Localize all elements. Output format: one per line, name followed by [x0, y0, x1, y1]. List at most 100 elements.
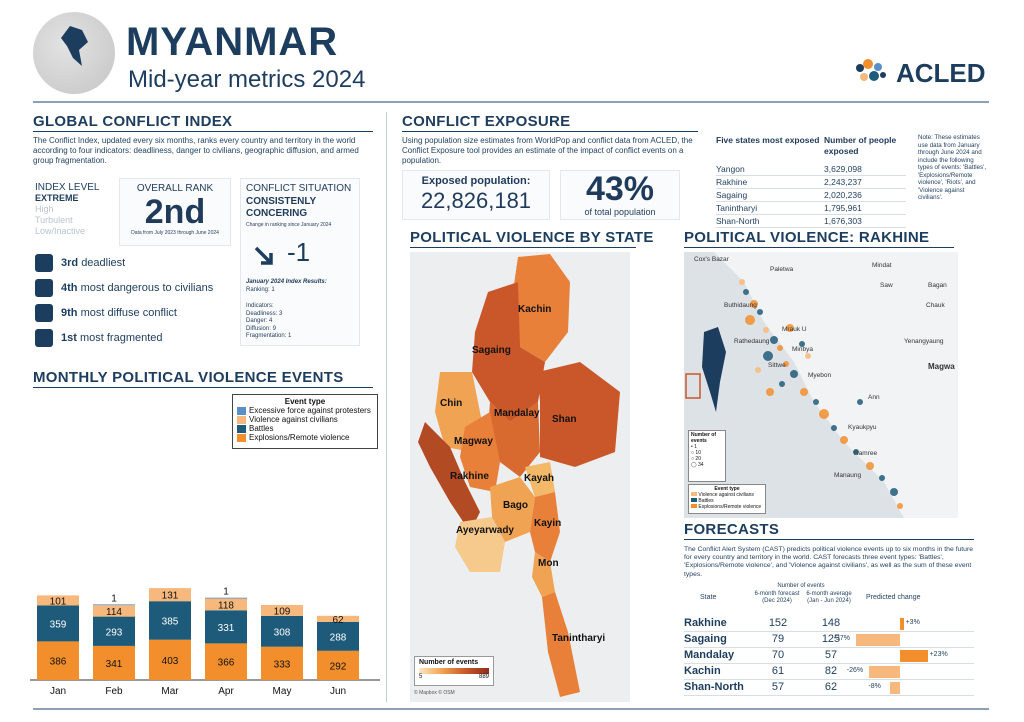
map-credit: © Mapbox © OSM: [414, 690, 455, 696]
place-label: Magwa: [928, 362, 955, 371]
monthly-bar-chart: 386 359 101 Jan 341 293 114 1 Feb 403 385 131 Mar 366…: [30, 587, 380, 697]
bar-value-label: 341: [106, 659, 123, 670]
forecast-state: Sagaing: [684, 633, 727, 645]
indicator-rank: 4th: [61, 281, 78, 294]
event-dot: [757, 309, 763, 315]
label-tanintharyi: Tanintharyi: [552, 633, 606, 644]
level-turbulent: Turbulent: [35, 215, 73, 225]
forecast-state: Mandalay: [684, 649, 735, 661]
overall-rank-box: OVERALL RANK 2nd Data from July 2023 thr…: [119, 178, 231, 246]
forecasts-title: FORECASTS: [684, 521, 780, 538]
bar-segment: [205, 598, 247, 611]
event-dot: [805, 353, 811, 359]
map-legend-max: 889: [478, 674, 489, 680]
bar-segment: [317, 615, 359, 622]
myanmar-inset: [702, 327, 726, 412]
page-subtitle: Mid-year metrics 2024: [128, 66, 366, 93]
legend-title: Event type: [284, 397, 326, 406]
state-name: Rakhine: [716, 175, 824, 189]
bago-region[interactable]: [490, 477, 535, 542]
indicator-text: deadliest: [81, 256, 126, 269]
state-map-legend: Number of events 5 889: [414, 656, 494, 686]
place-label: Ann: [868, 394, 880, 401]
change-bar: [900, 618, 904, 630]
gci-description: The Conflict Index, updated every six mo…: [33, 136, 359, 165]
rakhine-event-map[interactable]: Cox's Bazar Paletwa Mindat Saw Buthidaung Bag…: [684, 252, 958, 518]
event-dot: [739, 279, 745, 285]
bar-value-label: 1: [111, 593, 117, 604]
mandalay-region[interactable]: [488, 402, 540, 477]
exposed-value: 22,826,181: [420, 188, 532, 213]
state-map-svg: [418, 254, 620, 697]
place-label: Sittwe: [768, 362, 786, 369]
change-col-header: Predicted change: [866, 594, 921, 601]
change-label: +3%: [905, 619, 920, 626]
average-value: 125: [821, 633, 841, 645]
label-kayin: Kayin: [534, 518, 562, 529]
bar-value-label: 101: [50, 596, 67, 607]
change-note: Change in ranking since January 2024: [246, 222, 332, 228]
myanmar-state-map[interactable]: Kachin Sagaing Chin Mandalay Shan Magway…: [410, 252, 630, 702]
event-dot: [819, 409, 829, 419]
bar-value-label: 62: [332, 615, 344, 626]
bar-segment: [317, 622, 359, 651]
forecast-row: Kachin 61 82 -26%: [684, 664, 974, 680]
event-dot: [866, 462, 874, 470]
shan-region[interactable]: [538, 362, 620, 467]
mon-region[interactable]: [532, 552, 555, 597]
bar-value-label: 288: [330, 632, 347, 643]
monthly-underline: [33, 387, 373, 388]
bar-value-label: 1: [223, 587, 229, 598]
place-label: Chauk: [926, 302, 945, 309]
bar-segment: [205, 610, 247, 644]
pv-state-title: POLITICAL VIOLENCE BY STATE: [410, 229, 654, 246]
sagaing-region[interactable]: [472, 282, 545, 422]
forecast-value: 61: [771, 665, 785, 677]
event-dot: [779, 381, 785, 387]
legend-item: Excessive force against protesters: [237, 406, 373, 415]
tanintharyi-region[interactable]: [542, 592, 580, 697]
location-icon: [35, 304, 53, 322]
map-legend-min: 5: [419, 674, 423, 680]
kayah-region[interactable]: [525, 462, 555, 497]
event-dot: [763, 327, 769, 333]
event-dots: [739, 279, 903, 509]
level-high: High: [35, 204, 54, 214]
kayin-region[interactable]: [530, 492, 560, 562]
monthly-legend: Event type Excessive force against prote…: [232, 394, 378, 449]
bar-segment: [149, 601, 191, 640]
legend-item: Explosions/Remote violence: [237, 433, 373, 442]
place-label: Rathedaung: [734, 338, 770, 345]
indicator-rank: 9th: [61, 306, 78, 319]
bar-segment: [261, 615, 303, 647]
state-row: Shan-North 1,676,303: [716, 214, 906, 228]
change-bar: [868, 666, 900, 678]
exposure-percent-label: of total population: [584, 207, 656, 217]
forecast-value: 70: [771, 649, 785, 661]
bar-segment: [37, 641, 79, 680]
indicator-danger: Danger: 4: [246, 318, 273, 324]
forecast-row: Shan-North 57 62 -8%: [684, 680, 974, 696]
label-kachin: Kachin: [518, 304, 552, 315]
rakhine-region[interactable]: [418, 422, 480, 532]
map-legend-title: Number of events: [419, 659, 479, 666]
event-dot: [783, 361, 789, 367]
bar-segment: [93, 605, 135, 617]
event-dot: [777, 345, 783, 351]
group-icon: [35, 279, 53, 297]
rank-note: Data from July 2023 through June 2024: [131, 230, 219, 236]
change-bar: [890, 682, 900, 694]
event-dot: [897, 503, 903, 509]
num-events-label: Number of events: [777, 583, 825, 589]
event-dot: [755, 367, 761, 373]
magway-region[interactable]: [460, 412, 500, 492]
header-rule: [33, 101, 989, 103]
pv-rakhine-underline: [684, 247, 954, 248]
rakhine-type-legend: Event type Violence against civilians Ba…: [688, 484, 766, 514]
ayeyarwady-region[interactable]: [455, 517, 505, 572]
indicator-rank: 3rd: [61, 256, 79, 269]
kachin-region[interactable]: [510, 254, 570, 362]
category-label: Jun: [330, 686, 346, 697]
exposure-note: Note: These estimates use data from Janu…: [918, 134, 987, 201]
place-label: Paletwa: [770, 266, 794, 273]
